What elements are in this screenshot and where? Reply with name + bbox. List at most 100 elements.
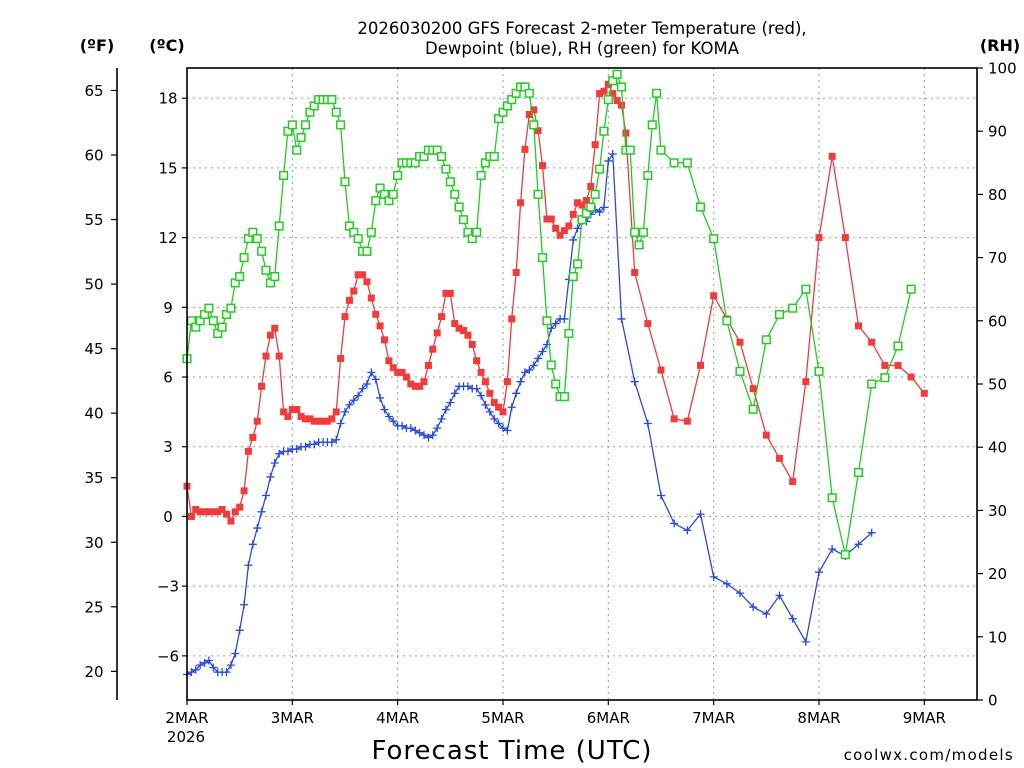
dewpoint-point xyxy=(608,149,617,158)
fahrenheit-tick-label: 30 xyxy=(84,534,103,552)
rh-point xyxy=(612,69,622,79)
temperature-point xyxy=(302,415,309,423)
rh-point xyxy=(568,272,578,282)
celsius-tick-label: −3 xyxy=(157,578,179,596)
dewpoint-point xyxy=(551,319,560,328)
dewpoint-point xyxy=(683,526,692,535)
temperature-point xyxy=(596,90,604,98)
temperature-point xyxy=(920,389,928,397)
temperature-point xyxy=(539,162,546,170)
rh-point xyxy=(599,126,609,136)
temperature-point xyxy=(429,345,437,353)
dewpoint-point xyxy=(283,447,292,456)
rh-point xyxy=(274,221,284,231)
dewpoint-point xyxy=(503,426,512,435)
dewpoint-point xyxy=(371,375,380,384)
temperature-point xyxy=(907,373,915,381)
dewpoint-point xyxy=(196,661,205,670)
rh-point xyxy=(853,467,864,478)
fahrenheit-tick-label: 25 xyxy=(84,598,103,616)
rh-point xyxy=(287,120,297,130)
temperature-point xyxy=(460,327,467,335)
rh-point xyxy=(366,227,376,237)
temperature-point xyxy=(315,417,323,425)
dewpoint-point xyxy=(389,417,398,426)
rh-point xyxy=(524,88,534,98)
temperature-point xyxy=(244,447,252,455)
chart-title-line-1: 2026030200 GFS Forecast 2-meter Temperat… xyxy=(357,19,806,38)
temperature-point xyxy=(328,415,336,423)
temperature-point xyxy=(547,215,555,223)
dewpoint-point xyxy=(266,472,275,481)
grid-layer xyxy=(187,68,977,700)
celsius-tick-label: 3 xyxy=(163,438,173,456)
temperature-point xyxy=(424,361,432,369)
rh-point xyxy=(603,95,613,105)
dewpoint-point xyxy=(481,400,490,409)
temperature-point xyxy=(657,366,665,374)
rh-point xyxy=(590,189,600,199)
fahrenheit-tick-label: 20 xyxy=(84,663,103,681)
temperature-point xyxy=(521,145,529,153)
temperature-point xyxy=(258,382,266,390)
temperature-point xyxy=(749,385,757,393)
celsius-tick-label: 9 xyxy=(163,299,173,317)
temperature-point xyxy=(337,354,345,362)
rh-point xyxy=(814,366,824,376)
rh-point xyxy=(774,309,785,320)
dewpoint-point xyxy=(520,368,529,377)
dewpoint-point xyxy=(398,421,407,430)
credit-text: coolwx.com/models xyxy=(844,746,1014,764)
temperature-point xyxy=(262,352,270,360)
dewpoint-point xyxy=(516,377,525,386)
dewpoint-point xyxy=(420,431,428,440)
temperature-point xyxy=(582,196,590,204)
temperature-point xyxy=(517,199,525,207)
dewpoint-point xyxy=(595,208,604,217)
dewpoint-point xyxy=(709,572,718,581)
temperature-point xyxy=(350,287,358,295)
dewpoint-point xyxy=(604,156,613,165)
temperature-point xyxy=(236,503,244,511)
rh-point xyxy=(472,227,482,237)
temperature-point xyxy=(670,415,678,423)
temperature-point xyxy=(644,320,652,328)
temperature-point xyxy=(736,338,744,346)
temperature-point xyxy=(240,487,248,495)
temperature-point xyxy=(710,292,718,300)
dewpoint-point xyxy=(490,414,499,423)
temperature-point xyxy=(574,199,582,207)
x-tick-label: 2MAR xyxy=(165,709,208,727)
rh-point xyxy=(761,335,771,345)
dewpoint-point xyxy=(617,314,626,323)
rh-tick-label: 80 xyxy=(988,186,1007,204)
temperature-point xyxy=(420,378,428,386)
rh-point xyxy=(279,170,289,180)
temperature-point xyxy=(284,413,292,421)
temperature-point xyxy=(534,127,542,135)
temperature-point xyxy=(187,512,195,520)
dewpoint-point xyxy=(749,603,758,612)
dewpoint-point xyxy=(547,324,556,333)
axes-layer xyxy=(111,67,983,705)
dewpoint-point xyxy=(573,224,582,233)
rh-tick-label: 30 xyxy=(988,502,1007,520)
dewpoint-point xyxy=(222,668,231,677)
rh-point xyxy=(445,177,455,187)
rh-point xyxy=(437,151,447,162)
temperature-point xyxy=(227,517,235,525)
dewpoint-point xyxy=(332,435,341,444)
dewpoint-point xyxy=(301,442,310,451)
temperature-point xyxy=(468,341,476,348)
rh-point xyxy=(788,303,798,313)
dewpoint-point xyxy=(441,405,450,414)
temperature-point xyxy=(464,331,472,339)
rh-point xyxy=(595,164,605,174)
celsius-tick-label: 0 xyxy=(163,508,173,526)
temperature-point xyxy=(381,336,388,344)
dewpoint-point xyxy=(499,424,507,433)
dewpoint-point xyxy=(262,491,270,500)
temperature-point xyxy=(249,433,257,441)
rh-point xyxy=(300,120,311,130)
rh-point xyxy=(695,202,706,212)
